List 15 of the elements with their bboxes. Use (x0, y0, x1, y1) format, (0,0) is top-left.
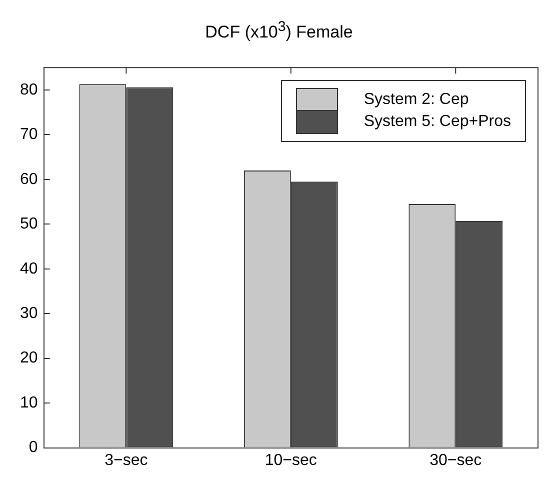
y-tick-label: 0 (28, 439, 38, 456)
x-tick-label: 10−sec (264, 452, 317, 469)
x-tick-label: 30−sec (430, 452, 482, 469)
y-tick-label: 30 (20, 305, 38, 322)
legend-label: System 2: Cep (364, 90, 469, 109)
y-tick-label: 10 (20, 394, 38, 412)
y-tick-label: 70 (20, 126, 38, 144)
y-tick-label: 50 (20, 216, 38, 233)
y-tick-label: 40 (20, 260, 38, 278)
y-tick-label: 60 (20, 170, 38, 188)
legend-label: System 5: Cep+Pros (364, 112, 511, 131)
y-tick-label: 20 (20, 350, 38, 367)
x-tick-label: 3−sec (104, 452, 148, 469)
y-tick-label: 80 (20, 81, 38, 98)
chart-title: DCF (x10$^{3}$) Female (204, 18, 354, 44)
